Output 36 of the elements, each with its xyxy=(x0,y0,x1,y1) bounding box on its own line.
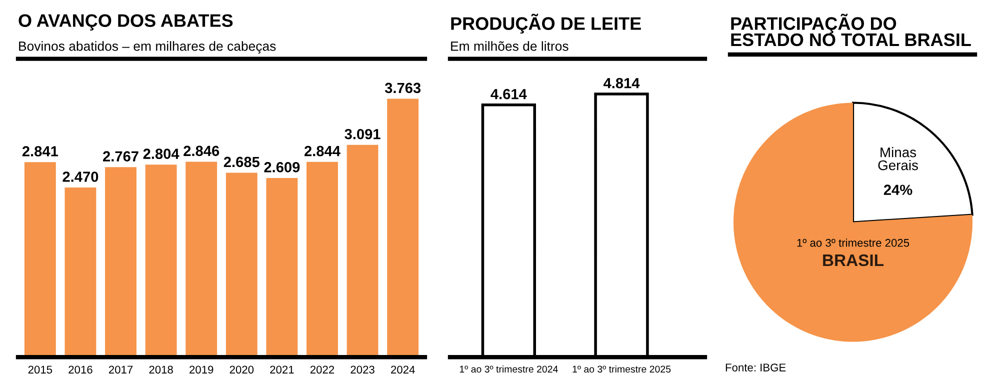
pie-slice xyxy=(733,102,973,342)
x-tick-label: 2016 xyxy=(68,366,92,374)
x-tick-label: 1º ao 3º trimestre 2024 xyxy=(460,365,558,373)
pie-slice xyxy=(852,102,974,224)
x-tick-label: 2017 xyxy=(108,366,133,374)
slice-label: BRASIL xyxy=(823,254,884,266)
x-tick-label: 2015 xyxy=(28,366,52,374)
x-tick-label: 2019 xyxy=(190,366,214,374)
data-label: 2.609 xyxy=(264,162,300,172)
x-tick-label: 2020 xyxy=(230,366,254,374)
data-label: 24% xyxy=(884,184,912,195)
x-tick-label: 2021 xyxy=(270,366,294,374)
data-label: 2.470 xyxy=(62,172,98,182)
x-tick-label: 2022 xyxy=(310,366,334,374)
data-label: 2.767 xyxy=(103,151,138,162)
text: 1º ao 3º trimestre 2025 xyxy=(797,238,910,247)
x-tick-label: 2018 xyxy=(149,366,173,374)
data-label: 2.846 xyxy=(184,146,220,156)
data-label: 2.685 xyxy=(224,156,260,168)
chart-title: O AVANÇO DOS ABATES xyxy=(18,14,233,31)
data-label: 3.091 xyxy=(344,128,380,140)
chart-title: PRODUÇÃO DE LEITE xyxy=(451,14,641,34)
source-note: Fonte: IBGE xyxy=(726,364,786,372)
chart-subtitle: Bovinos abatidos – em milhares de cabeças xyxy=(19,41,276,54)
data-label: 4.814 xyxy=(603,78,640,88)
x-tick-label: 2023 xyxy=(350,366,374,374)
data-label: 2.841 xyxy=(22,146,58,156)
x-tick-label: 2024 xyxy=(391,366,415,374)
chart-title: PARTICIPAÇÃO DO ESTADO NO TOTAL BRASIL xyxy=(731,14,971,46)
slice-label: Minas Gerais xyxy=(878,147,918,170)
data-label: 4.614 xyxy=(490,88,527,100)
data-label: 2.844 xyxy=(304,146,340,156)
data-label: 2.804 xyxy=(143,148,180,159)
chart-subtitle: Em milhões de litros xyxy=(451,41,568,51)
x-tick-label: 1º ao 3º trimestre 2025 xyxy=(572,365,671,373)
data-label: 3.763 xyxy=(384,82,421,94)
